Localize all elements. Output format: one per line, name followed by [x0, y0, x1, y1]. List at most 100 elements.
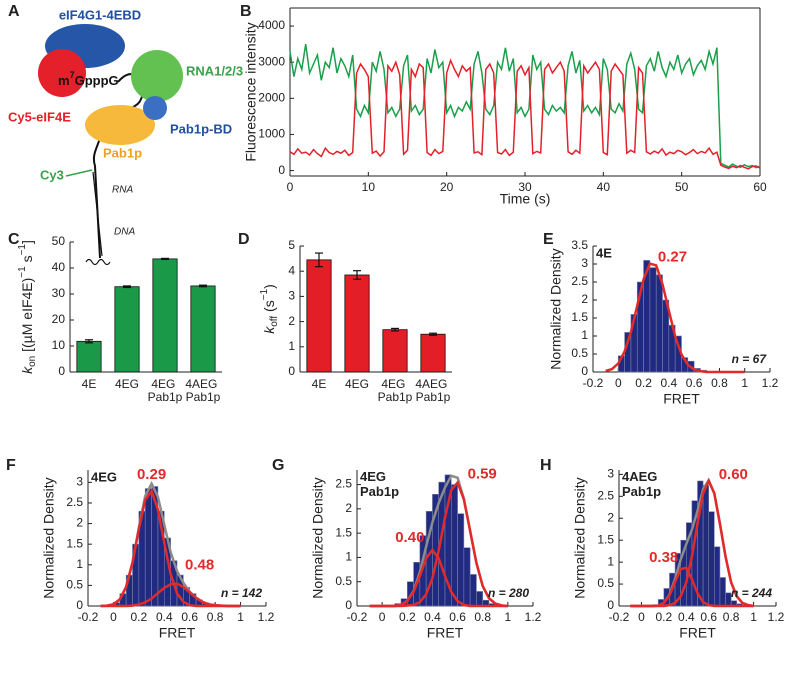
dna-label: DNA: [114, 227, 135, 238]
cy3-link: [65, 169, 93, 177]
cap-label-part: GpppG: [75, 73, 119, 88]
y-tick-label: 3: [76, 475, 83, 489]
error-bar: [161, 257, 169, 261]
y-tick-label: 3: [607, 467, 614, 481]
fit-curve: [630, 566, 754, 608]
eif4e-shape: [38, 49, 86, 97]
bar: [382, 329, 408, 373]
x-tick-label: 0.6: [686, 376, 703, 390]
count-label: n = 67: [732, 352, 768, 366]
x-tick-label: 0.6: [700, 610, 717, 624]
y-tick-label: 0: [581, 364, 588, 378]
y-axis-label-part: k: [19, 366, 35, 374]
x-tick-label: 1: [750, 610, 757, 624]
y-tick-label: 1: [581, 328, 588, 342]
x-tick-label: 4E: [82, 377, 97, 391]
rna-label: RNA: [112, 185, 133, 196]
y-tick-label: 3: [581, 256, 588, 270]
peak-label: 0.38: [649, 549, 678, 566]
y-axis-label: Normalized Density: [572, 477, 588, 598]
x-tick-label: 0.4: [156, 610, 173, 624]
x-tick-label: 1.2: [258, 610, 275, 624]
text-line: Pab1p: [360, 484, 399, 499]
x-tick-label: -0.2: [583, 376, 604, 390]
surface: [85, 258, 111, 266]
histogram-bar: [719, 577, 726, 607]
bar: [152, 258, 178, 373]
sample-label: 4AEG Pab1p: [622, 469, 661, 499]
y-tick-label: 1.5: [571, 310, 588, 324]
cap-label-part: m: [58, 73, 70, 88]
y-tick-label: 10: [52, 338, 66, 352]
fit-curve: [100, 488, 241, 608]
histogram-bar: [463, 547, 471, 607]
x-tick-label: 10: [362, 180, 376, 194]
bar: [114, 286, 140, 373]
panel: G00.511.522.5-0.2 0 0.2 0.4 0.6 0.8 1 1.2FRETNo…: [272, 457, 542, 640]
text-line: Pab1p: [622, 484, 661, 499]
x-tick-label: 1: [505, 610, 512, 624]
x-tick-label: 4AEG Pab1p: [415, 377, 450, 404]
y-tick-label: 40: [52, 260, 66, 274]
text-line: Pab1p: [416, 390, 451, 404]
x-tick-label: 0.2: [635, 376, 652, 390]
histogram-bar: [476, 591, 484, 607]
y-tick-label: 0: [288, 364, 295, 378]
panel-letter: G: [272, 457, 284, 474]
count-label: n = 142: [221, 586, 262, 600]
rna123-label: RNA1/2/3: [186, 63, 243, 78]
cap-label-part: 7: [70, 70, 75, 80]
y-tick-label: 0.5: [335, 574, 352, 588]
pab1p-bd-label: Pab1p-BD: [170, 121, 232, 136]
error-bar: [199, 284, 207, 288]
text-line: 4AEG: [415, 377, 450, 391]
y-tick-label: 20: [52, 312, 66, 326]
peak-label: 0.29: [137, 466, 166, 483]
histogram-bar: [457, 513, 465, 607]
y-tick-label: 1000: [258, 127, 285, 141]
x-tick-label: 0: [287, 180, 294, 194]
x-tick-label: 1.2: [525, 610, 542, 624]
panel: E00.511.522.533.5-0.2 0 0.2 0.4 0.6 0.8 1 1.2FR…: [543, 231, 779, 406]
y-axis-label-part: ): [261, 284, 277, 289]
y-tick-label: 0: [76, 598, 83, 612]
peak-label: 0.40: [395, 529, 424, 546]
fit-curve: [605, 262, 745, 374]
x-tick-label: 0: [379, 610, 386, 624]
text-line: 4AEG: [185, 377, 220, 391]
dna-strand: [92, 171, 103, 257]
cap-label: m7GpppG: [58, 70, 119, 88]
y-axis-label-part: s: [19, 255, 35, 266]
y-tick-label: 2.5: [335, 477, 352, 491]
x-tick-label: -0.2: [347, 610, 368, 624]
y-axis-label-part: (s: [261, 300, 277, 316]
x-tick-label: 0: [638, 610, 645, 624]
error-bar: [353, 270, 361, 280]
y-tick-label: 2: [76, 516, 83, 530]
x-tick-label: 60: [753, 180, 767, 194]
y-tick-label: 2.5: [66, 495, 83, 509]
error-bar: [315, 252, 323, 268]
y-axis-label-part: [(µM eIF4E): [19, 278, 35, 356]
y-tick-label: 1.5: [335, 525, 352, 539]
panel-letter: B: [240, 3, 252, 20]
x-tick-label: 4AEG Pab1p: [185, 377, 220, 404]
y-axis-label: Normalized Density: [548, 248, 564, 369]
y-axis-label-part: ]: [19, 240, 35, 244]
text-line: Pab1p: [378, 390, 413, 404]
histogram-bar: [702, 485, 710, 607]
trace: [289, 58, 761, 170]
y-tick-label: 3.5: [571, 238, 588, 252]
y-tick-label: 1: [607, 554, 614, 568]
x-axis-label: FRET: [427, 625, 464, 641]
x-tick-label: 4EG Pab1p: [148, 377, 183, 404]
y-tick-label: 1: [288, 339, 295, 353]
y-tick-label: 3: [288, 289, 295, 303]
x-tick-label: 0.6: [449, 610, 466, 624]
count-label: n = 244: [731, 586, 772, 600]
x-tick-label: 40: [597, 180, 611, 194]
text-line: 4AEG: [622, 469, 661, 484]
panel: B 0 1000 2000 3000 4000 0 10 20 30 40 50 60 Time (s) F…: [240, 3, 767, 206]
